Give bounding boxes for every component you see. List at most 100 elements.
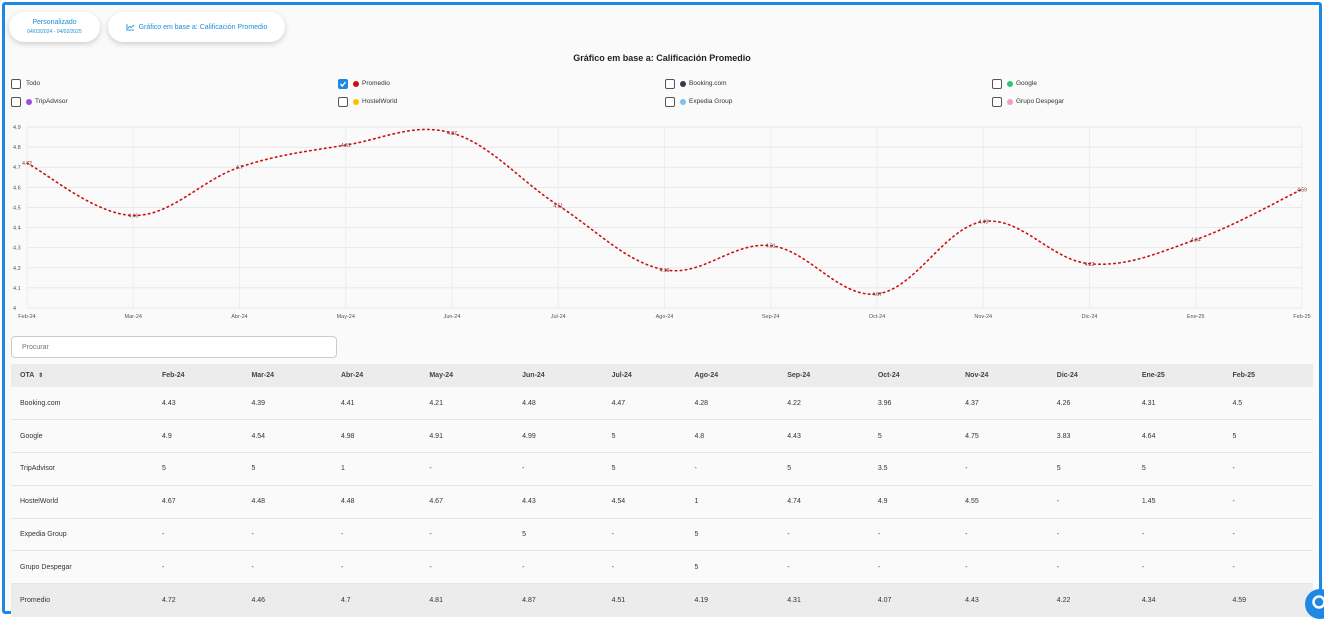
data-label: 4.72 — [22, 161, 32, 167]
data-label: 4.43 — [978, 220, 988, 226]
data-label: 4.87 — [447, 131, 457, 137]
row-label: Google — [11, 420, 153, 453]
table-cell: - — [332, 518, 420, 551]
legend-item-todo[interactable]: Todo — [11, 78, 40, 89]
table-cell: 3.96 — [869, 387, 956, 420]
legend-item-tripadvisor[interactable]: TripAdvisor — [11, 96, 68, 107]
table-cell: 3.5 — [869, 453, 956, 486]
legend-checkbox[interactable] — [11, 79, 21, 89]
legend-checkbox[interactable] — [992, 79, 1002, 89]
table-cell: 1 — [685, 485, 778, 518]
legend-label: TripAdvisor — [35, 98, 68, 105]
data-label: 4.22 — [1085, 262, 1095, 268]
legend-color-dot — [1007, 99, 1013, 105]
y-tick-label: 4.8 — [13, 145, 21, 151]
column-header-month: Ago-24 — [685, 364, 778, 387]
column-header-ota[interactable]: OTA⇕ — [11, 364, 153, 387]
y-tick-label: 4.4 — [13, 226, 21, 232]
line-chart-icon — [126, 23, 135, 31]
search-input[interactable] — [11, 336, 337, 358]
table-cell: - — [420, 453, 513, 486]
table-cell: 4.99 — [513, 420, 602, 453]
legend-checkbox[interactable] — [338, 97, 348, 107]
legend-label: HostelWorld — [362, 98, 397, 105]
sort-icon[interactable]: ⇕ — [38, 373, 43, 379]
table-cell: - — [1223, 485, 1313, 518]
table-cell: - — [1048, 485, 1133, 518]
legend-item-grupo-despegar[interactable]: Grupo Despegar — [992, 96, 1064, 107]
legend-checkbox[interactable] — [992, 97, 1002, 107]
row-label: Promedio — [11, 584, 153, 617]
table-cell: - — [869, 551, 956, 584]
legend-label: Google — [1016, 80, 1037, 87]
row-label: HostelWorld — [11, 485, 153, 518]
x-tick-label: Sep-24 — [762, 314, 780, 320]
legend-checkbox[interactable] — [338, 79, 348, 89]
table-cell: 5 — [1048, 453, 1133, 486]
table-cell: 4.22 — [778, 387, 869, 420]
table-cell: 4.46 — [242, 584, 332, 617]
table-cell: 4.72 — [153, 584, 242, 617]
table-cell: 5 — [685, 551, 778, 584]
x-tick-label: Ago-24 — [656, 314, 674, 320]
table-cell: 4.5 — [1223, 387, 1313, 420]
table-cell: 4.39 — [242, 387, 332, 420]
legend-label: Promedio — [362, 80, 390, 87]
legend-color-dot — [680, 99, 686, 105]
legend-item-expedia-group[interactable]: Expedia Group — [665, 96, 732, 107]
table-cell: 4.7 — [332, 584, 420, 617]
table-cell: - — [242, 518, 332, 551]
table-cell: - — [1223, 551, 1313, 584]
chat-icon — [1311, 594, 1324, 610]
legend-item-promedio[interactable]: Promedio — [338, 78, 390, 89]
y-tick-label: 4.9 — [13, 125, 21, 131]
table-cell: - — [1133, 551, 1224, 584]
table-cell: 4.59 — [1223, 584, 1313, 617]
table-cell: 4.9 — [869, 485, 956, 518]
table-cell: 4.81 — [420, 584, 513, 617]
column-header-month: Ene-25 — [1133, 364, 1224, 387]
table-cell: - — [1223, 453, 1313, 486]
table-cell: - — [956, 551, 1048, 584]
x-tick-label: Feb-24 — [18, 314, 35, 320]
table-cell: - — [332, 551, 420, 584]
table-cell: 5 — [242, 453, 332, 486]
legend-checkbox[interactable] — [665, 97, 675, 107]
legend-color-dot — [26, 99, 32, 105]
legend-item-booking-com[interactable]: Booking.com — [665, 78, 727, 89]
data-label: 4.51 — [553, 203, 563, 209]
table-cell: 4.28 — [685, 387, 778, 420]
x-tick-label: Jul-24 — [551, 314, 566, 320]
table-cell: 5 — [685, 518, 778, 551]
column-header-month: Jul-24 — [603, 364, 686, 387]
legend-item-hostelworld[interactable]: HostelWorld — [338, 96, 397, 107]
table-cell: 4.31 — [778, 584, 869, 617]
date-range-button[interactable]: Personalizado 04/03/2024 - 04/02/2025 — [9, 12, 100, 42]
table-cell: 4.19 — [685, 584, 778, 617]
chart-basis-button[interactable]: Gráfico em base a: Calificación Promedio — [108, 12, 285, 42]
table-cell: - — [1133, 518, 1224, 551]
row-label: Grupo Despegar — [11, 551, 153, 584]
row-label: Booking.com — [11, 387, 153, 420]
table-cell: 5 — [869, 420, 956, 453]
table-cell: 4.48 — [332, 485, 420, 518]
table-cell: 4.31 — [1133, 387, 1224, 420]
table-cell: - — [513, 551, 602, 584]
table-cell: 4.07 — [869, 584, 956, 617]
table-cell: 4.75 — [956, 420, 1048, 453]
table-cell: 4.9 — [153, 420, 242, 453]
table-cell: - — [1223, 518, 1313, 551]
table-cell: 5 — [1223, 420, 1313, 453]
y-tick-label: 4.3 — [13, 246, 21, 252]
x-tick-label: Ene-25 — [1187, 314, 1205, 320]
legend-item-google[interactable]: Google — [992, 78, 1037, 89]
legend-checkbox[interactable] — [665, 79, 675, 89]
legend-label: Grupo Despegar — [1016, 98, 1064, 105]
table-cell: - — [513, 453, 602, 486]
table-cell: - — [153, 551, 242, 584]
legend-checkbox[interactable] — [11, 97, 21, 107]
x-tick-label: Abr-24 — [231, 314, 248, 320]
table-cell: - — [956, 453, 1048, 486]
table-cell: - — [869, 518, 956, 551]
